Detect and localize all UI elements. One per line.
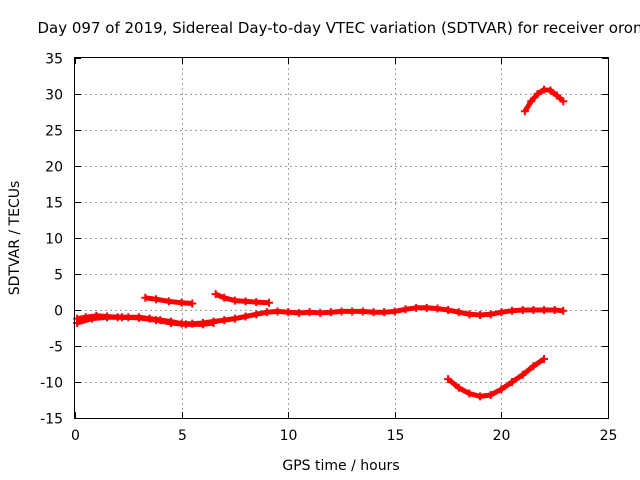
- data-point: [546, 86, 555, 95]
- data-point: [220, 293, 229, 302]
- data-point: [241, 312, 250, 321]
- data-point: [241, 297, 250, 306]
- data-point: [540, 354, 549, 363]
- data-point: [348, 307, 357, 316]
- data-point: [164, 297, 173, 306]
- data-point: [518, 306, 527, 314]
- data-point: [476, 392, 485, 401]
- data-point: [552, 91, 561, 100]
- data-point: [444, 375, 453, 384]
- series-seg-low-left: [76, 314, 214, 327]
- data-point: [181, 320, 190, 329]
- y-tick-label: 25: [45, 124, 63, 140]
- y-tick-label: 10: [45, 232, 63, 248]
- data-point: [486, 390, 495, 399]
- data-point: [152, 295, 161, 304]
- data-point: [152, 316, 161, 325]
- y-tick-label: 35: [45, 52, 63, 68]
- data-point: [401, 305, 410, 314]
- data-point: [508, 378, 517, 386]
- data-point: [198, 320, 207, 329]
- data-point: [230, 314, 239, 323]
- data-point: [284, 308, 293, 317]
- x-tick-label: 15: [387, 428, 405, 444]
- data-point: [88, 314, 97, 323]
- data-point: [117, 313, 126, 322]
- ticks: 0 5 10 15 20 25 -15 -10 -5 0 5 10 15 20 25 30 35: [40, 52, 617, 445]
- data-point: [209, 318, 218, 327]
- data-point: [486, 310, 495, 319]
- data-point: [497, 385, 506, 394]
- data-point: [265, 298, 274, 307]
- data-point: [529, 306, 538, 314]
- y-tick-label: -5: [49, 340, 63, 356]
- data-point: [533, 90, 542, 98]
- data-point: [422, 303, 431, 312]
- chart-title: Day 097 of 2019, Sidereal Day-to-day VTE…: [37, 19, 640, 37]
- data-point: [476, 311, 485, 320]
- y-axis-label: SDTVAR / TECUs: [7, 181, 23, 296]
- data-point: [337, 307, 346, 316]
- data-point: [454, 308, 463, 317]
- data-point: [230, 296, 239, 305]
- data-point: [497, 308, 506, 317]
- data-point: [358, 307, 367, 316]
- data-point: [273, 307, 282, 316]
- data-point: [559, 306, 568, 315]
- data-point: [305, 308, 314, 317]
- y-tick-label: 5: [54, 268, 63, 284]
- series-layer: [73, 85, 568, 401]
- x-axis-label: GPS time / hours: [282, 458, 399, 474]
- data-point: [465, 389, 474, 398]
- y-tick-label: 15: [45, 196, 63, 212]
- data-point: [380, 308, 389, 317]
- data-point: [262, 308, 271, 317]
- data-point: [141, 293, 150, 302]
- x-tick-label: 25: [600, 428, 618, 444]
- data-point: [527, 97, 536, 106]
- data-point: [559, 97, 568, 106]
- data-point: [520, 107, 529, 116]
- data-point: [529, 362, 538, 371]
- x-tick-label: 0: [71, 428, 80, 444]
- data-point: [454, 383, 463, 392]
- data-point: [188, 299, 197, 308]
- data-point: [550, 306, 559, 314]
- data-point: [433, 304, 442, 313]
- data-point: [540, 306, 549, 314]
- data-point: [211, 290, 220, 299]
- series-seg-dip: [446, 356, 546, 399]
- data-point: [220, 316, 229, 325]
- data-point: [134, 313, 143, 322]
- data-point: [369, 308, 378, 317]
- data-point: [465, 310, 474, 319]
- y-tick-label: 0: [54, 304, 63, 320]
- data-point: [316, 308, 325, 317]
- x-tick-label: 10: [280, 428, 298, 444]
- data-point: [294, 308, 303, 317]
- x-tick-label: 5: [178, 428, 187, 444]
- data-point: [518, 370, 527, 379]
- data-point: [102, 313, 111, 322]
- data-point: [177, 298, 186, 307]
- plot-frame: [74, 57, 609, 419]
- y-tick-label: 30: [45, 88, 63, 104]
- x-tick-label: 20: [493, 428, 511, 444]
- data-point: [252, 298, 261, 307]
- data-point: [252, 310, 261, 319]
- data-point: [166, 318, 175, 327]
- data-point: [412, 303, 421, 312]
- data-point: [390, 307, 399, 316]
- y-tick-label: 20: [45, 160, 63, 176]
- data-point: [326, 308, 335, 317]
- data-point: [508, 306, 517, 315]
- y-tick-label: -15: [40, 412, 63, 428]
- y-tick-label: -10: [40, 376, 63, 392]
- data-point: [444, 306, 453, 314]
